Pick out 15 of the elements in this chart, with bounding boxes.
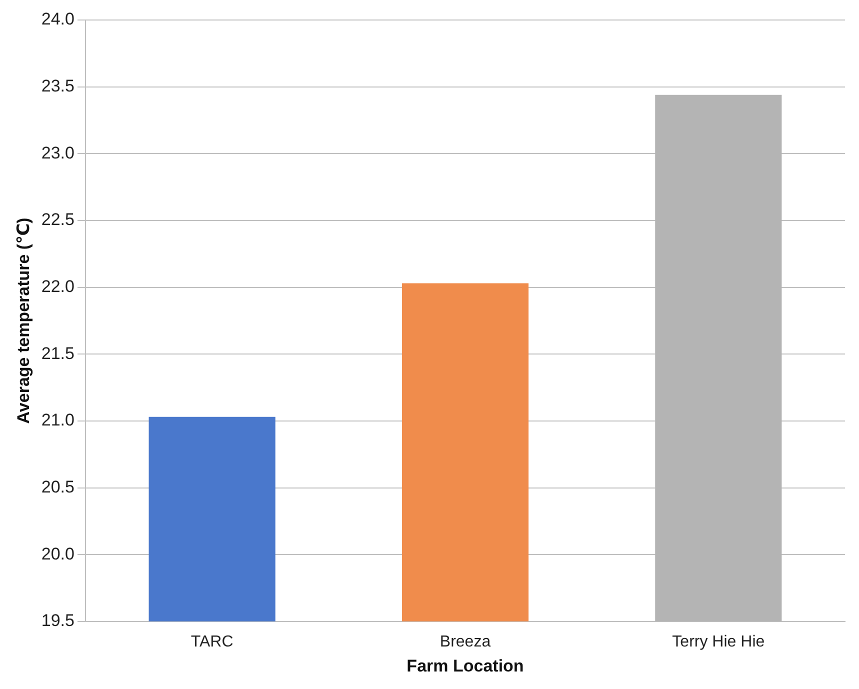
y-tick-label: 21.5 [41, 344, 74, 363]
y-tick-label: 22.5 [41, 210, 74, 230]
x-tick-label: Terry Hie Hie [672, 633, 765, 650]
y-tick-label: 19.5 [41, 611, 74, 630]
x-tick-label: TARC [190, 633, 234, 650]
y-tick-label: 20.0 [41, 544, 74, 564]
y-tick-label: 23.5 [41, 76, 74, 96]
x-tick-label: Breeza [440, 633, 491, 650]
y-tick-label: 22.0 [41, 276, 74, 296]
y-tick-label: 21.0 [41, 410, 74, 430]
y-tick-label: 24.0 [41, 10, 74, 29]
x-axis-title: Farm Location [406, 656, 524, 676]
y-tick-label: 23.0 [41, 143, 74, 162]
y-tick-label: 20.5 [41, 477, 74, 496]
y-axis-title: Average temperature (℃) [14, 218, 33, 424]
